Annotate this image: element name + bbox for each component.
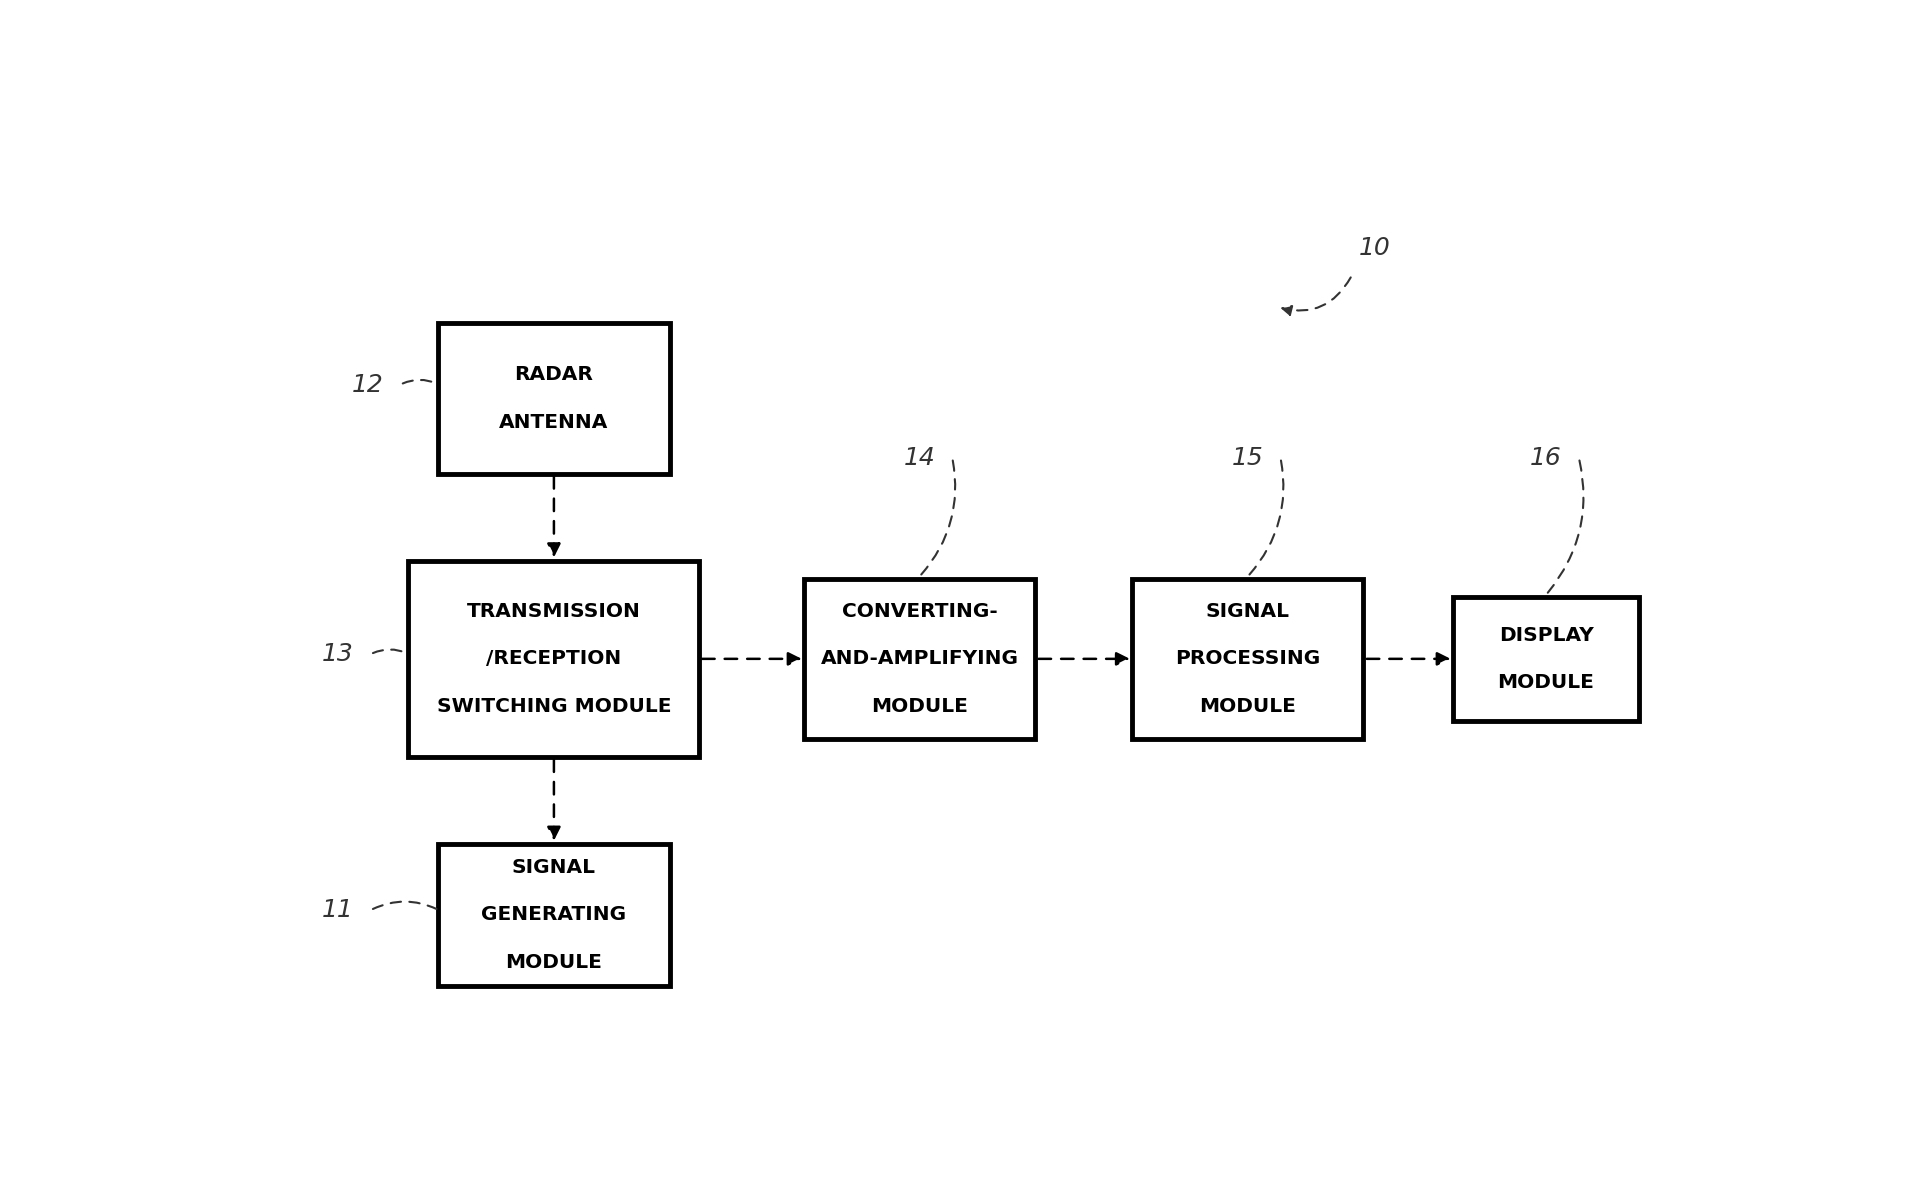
Bar (1453, 597, 1640, 721)
Bar (805, 579, 1036, 738)
Text: ANTENNA: ANTENNA (499, 413, 608, 432)
Text: RADAR: RADAR (514, 366, 593, 385)
Text: GENERATING: GENERATING (481, 906, 626, 925)
Text: DISPLAY: DISPLAY (1500, 626, 1594, 645)
Text: 14: 14 (903, 446, 936, 470)
Text: 10: 10 (1359, 235, 1390, 260)
Text: 16: 16 (1530, 446, 1561, 470)
Text: MODULE: MODULE (870, 697, 968, 716)
Text: MODULE: MODULE (1199, 697, 1296, 716)
Bar (439, 323, 670, 474)
Text: AND-AMPLIFYING: AND-AMPLIFYING (820, 649, 1018, 668)
Text: PROCESSING: PROCESSING (1174, 649, 1321, 668)
Text: 15: 15 (1232, 446, 1263, 470)
Text: 12: 12 (352, 373, 383, 396)
Text: 13: 13 (321, 642, 354, 666)
Text: SWITCHING MODULE: SWITCHING MODULE (437, 697, 672, 716)
Text: MODULE: MODULE (1498, 673, 1594, 692)
Text: SIGNAL: SIGNAL (512, 858, 597, 877)
Bar (408, 560, 699, 757)
Text: CONVERTING-: CONVERTING- (841, 602, 997, 621)
Text: MODULE: MODULE (506, 953, 603, 972)
Text: SIGNAL: SIGNAL (1205, 602, 1290, 621)
Bar (1132, 579, 1363, 738)
Text: TRANSMISSION: TRANSMISSION (468, 602, 641, 621)
Text: 11: 11 (321, 899, 354, 922)
Bar (439, 844, 670, 985)
Text: /RECEPTION: /RECEPTION (487, 649, 622, 668)
